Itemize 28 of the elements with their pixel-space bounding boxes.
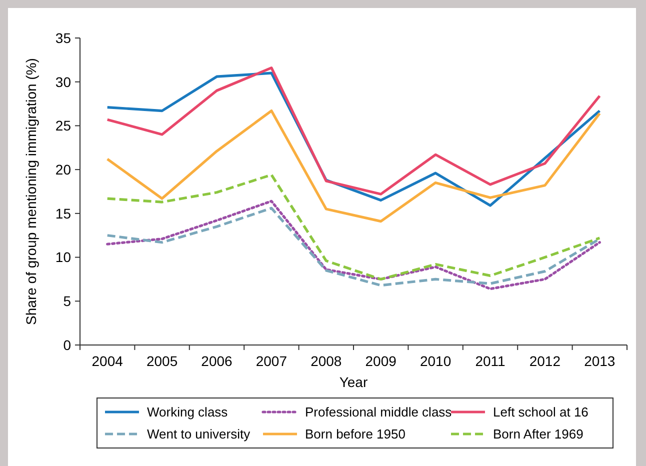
- x-tick-label: 2011: [475, 353, 506, 369]
- legend-label: Left school at 16: [493, 404, 588, 420]
- x-tick-label: 2006: [201, 353, 233, 369]
- x-tick-label: 2004: [92, 353, 124, 369]
- legend-label: Went to university: [147, 426, 251, 442]
- line-series: [106, 110, 601, 223]
- y-tick-label: 5: [63, 293, 72, 310]
- y-tick-label: 35: [55, 30, 72, 46]
- line-series: [106, 174, 601, 281]
- legend-label: Born After 1969: [493, 426, 584, 442]
- x-axis-title: Year: [339, 374, 368, 390]
- x-tick-label: 2010: [420, 353, 452, 369]
- y-tick-label: 0: [63, 336, 72, 353]
- x-tick-label: 2012: [529, 353, 561, 369]
- y-tick-label: 10: [55, 249, 72, 266]
- y-tick-label: 25: [55, 118, 72, 134]
- x-tick-label: 2013: [584, 353, 616, 369]
- x-tick-label: 2005: [146, 353, 178, 369]
- y-tick-label: 30: [55, 74, 72, 90]
- y-tick-label: 20: [55, 161, 72, 178]
- legend-label: Professional middle class: [305, 404, 452, 420]
- x-tick-label: 2007: [256, 353, 288, 369]
- y-axis-title: Share of group mentioning immigration (%): [23, 58, 39, 325]
- y-tick-label: 15: [55, 205, 72, 222]
- legend-label: Working class: [147, 404, 228, 420]
- legend-label: Born before 1950: [305, 426, 406, 442]
- x-tick-label: 2009: [365, 353, 397, 369]
- x-tick-label: 2008: [310, 353, 342, 369]
